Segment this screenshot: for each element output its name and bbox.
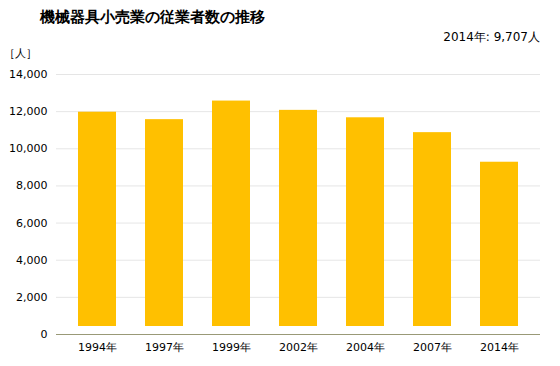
svg-text:0: 0: [41, 328, 48, 341]
html-text:2014年: 9,707人: 2014年: 9,707人: [443, 30, 540, 44]
svg-text:10,000: 10,000: [9, 142, 48, 155]
svg-text:1994年: 1994年: [78, 341, 117, 354]
svg-text:4,000: 4,000: [16, 254, 48, 267]
svg-text:2,000: 2,000: [16, 291, 48, 304]
svg-text:6,000: 6,000: [16, 217, 48, 230]
svg-text:14,000: 14,000: [9, 68, 48, 81]
svg-text:1997年: 1997年: [145, 341, 184, 354]
svg-text:8,000: 8,000: [16, 179, 48, 192]
svg-text:2014年: 2014年: [480, 341, 519, 354]
svg-text:12,000: 12,000: [9, 105, 48, 118]
svg-text:2007年: 2007年: [413, 341, 452, 354]
svg-text:1999年: 1999年: [212, 341, 251, 354]
svg-text:［人］: ［人］: [4, 47, 37, 60]
svg-text:2004年: 2004年: [346, 341, 385, 354]
html-text:機械器具小売業の従業者数の推移: 機械器具小売業の従業者数の推移: [40, 8, 265, 26]
svg-text:2002年: 2002年: [279, 341, 318, 354]
